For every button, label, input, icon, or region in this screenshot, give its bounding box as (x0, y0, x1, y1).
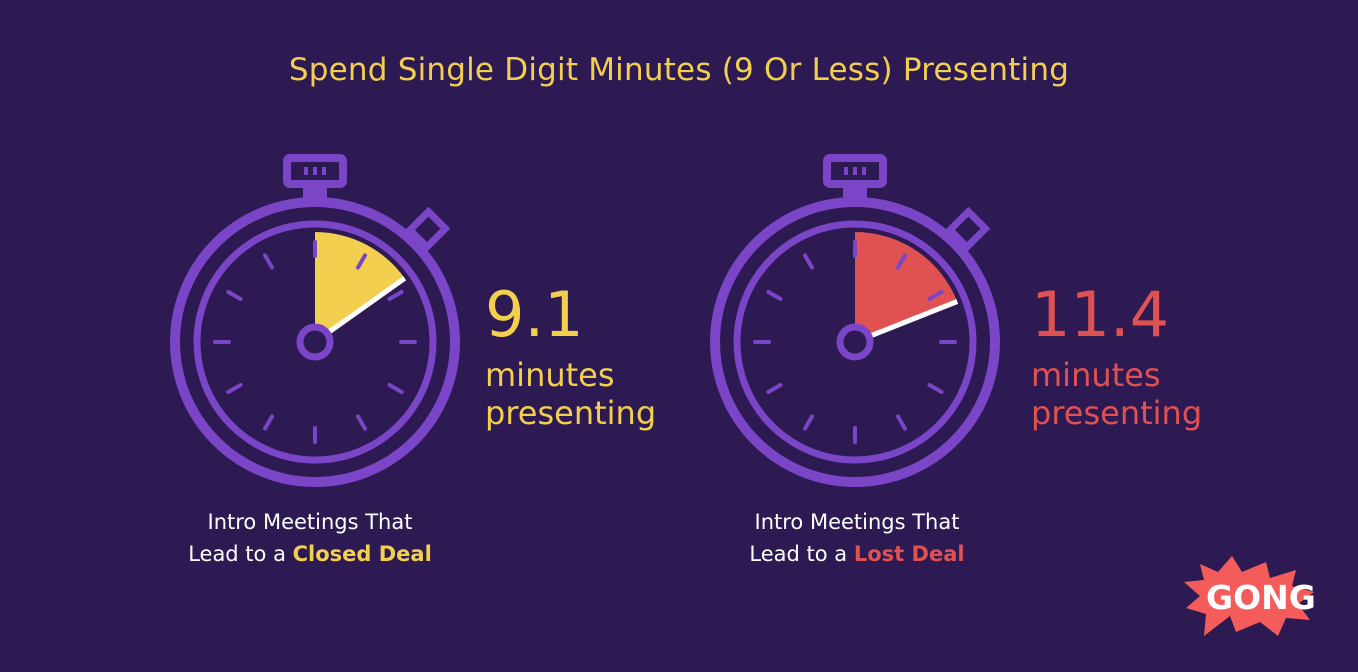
lost-tick-4 (927, 383, 944, 394)
stopwatch-lost (710, 154, 1000, 487)
lost-tick-10 (766, 290, 783, 301)
lost-tick-2 (927, 290, 944, 301)
closed-value-block: 9.1 minutes presenting (485, 278, 657, 433)
closed-tick-1 (356, 253, 367, 270)
lost-caption-highlight: Lost Deal (853, 542, 965, 566)
page-title: Spend Single Digit Minutes (9 Or Less) P… (288, 52, 1070, 88)
lost-tick-8 (766, 383, 783, 394)
closed-tick-10 (226, 290, 243, 301)
lost-minutes-value: 11.4 (1031, 278, 1170, 351)
stopwatch-closed-frame (170, 154, 460, 487)
gong-logo-burst (1184, 556, 1314, 636)
lost-caption-line1: Intro Meetings That (754, 510, 960, 534)
lost-tick-marks (753, 240, 957, 444)
closed-time-sector (315, 232, 405, 342)
closed-caption-prefix: Lead to a (188, 542, 293, 566)
stopwatch-lost-frame (710, 154, 1000, 487)
lost-time-sector (855, 232, 958, 342)
closed-side-button (405, 206, 451, 252)
closed-caption-highlight: Closed Deal (292, 542, 432, 566)
closed-caption-line2: Lead to a Closed Deal (140, 538, 480, 570)
lost-caption-prefix: Lead to a (749, 542, 854, 566)
closed-minutes-value: 9.1 (485, 278, 584, 351)
closed-tick-8 (226, 383, 243, 394)
lost-tick-1 (896, 253, 907, 270)
lost-tick-11 (803, 253, 814, 270)
closed-caption-line1: Intro Meetings That (207, 510, 413, 534)
lost-unit-label: minutes (1031, 356, 1161, 394)
lost-tick-7 (803, 414, 814, 431)
closed-tick-5 (356, 414, 367, 431)
closed-outer-ring (170, 197, 460, 487)
closed-unit-label: minutes (485, 356, 615, 394)
lost-unit-label-2: presenting (1031, 394, 1203, 432)
closed-tick-2 (387, 290, 404, 301)
closed-unit-label-2: presenting (485, 394, 657, 432)
closed-tick-11 (263, 253, 274, 270)
gong-logo-text: GONG (1206, 578, 1316, 617)
gong-logo: GONG (1184, 556, 1316, 636)
lost-caption-line2: Lead to a Lost Deal (687, 538, 1027, 570)
lost-outer-ring (710, 197, 1000, 487)
closed-hub (296, 323, 334, 361)
lost-inner-ring (733, 220, 977, 464)
lost-value-block: 11.4 minutes presenting (1031, 278, 1203, 433)
closed-tick-4 (387, 383, 404, 394)
lost-side-button (945, 206, 991, 252)
lost-hub (836, 323, 874, 361)
lost-tick-5 (896, 414, 907, 431)
closed-stem (303, 184, 327, 200)
closed-tick-marks (213, 240, 417, 444)
closed-tick-7 (263, 414, 274, 431)
closed-deal-caption: Intro Meetings That Lead to a Closed Dea… (140, 506, 480, 570)
lost-deal-caption: Intro Meetings That Lead to a Lost Deal (687, 506, 1027, 570)
closed-inner-ring (193, 220, 437, 464)
stopwatch-closed (170, 154, 460, 487)
lost-stem (843, 184, 867, 200)
